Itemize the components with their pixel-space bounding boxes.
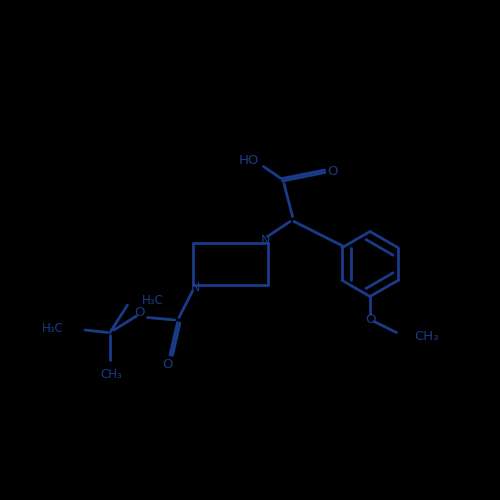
Text: HO: HO (238, 154, 258, 166)
Text: O: O (365, 313, 375, 326)
Text: H₃C: H₃C (142, 294, 163, 306)
Text: O: O (162, 358, 173, 370)
Text: O: O (328, 165, 338, 178)
Text: CH₃: CH₃ (100, 368, 122, 380)
Text: N: N (190, 281, 200, 294)
Text: H₃C: H₃C (42, 322, 64, 336)
Text: N: N (260, 234, 270, 246)
Text: O: O (134, 306, 145, 318)
Text: CH₃: CH₃ (414, 330, 438, 342)
